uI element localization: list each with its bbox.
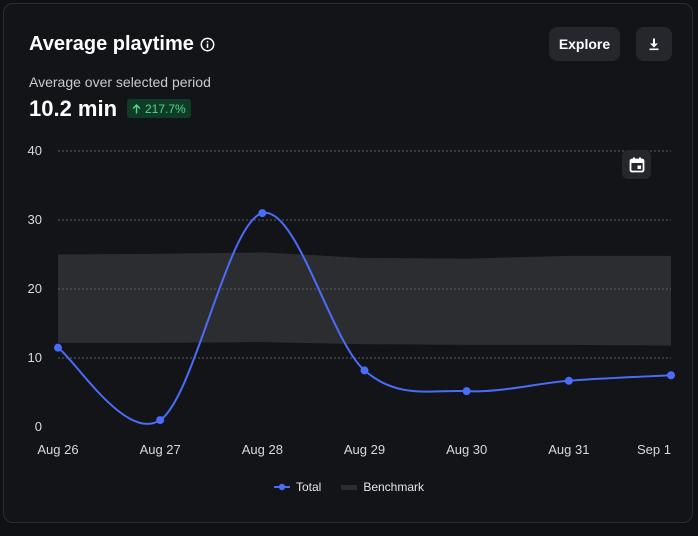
- legend-item-benchmark[interactable]: Benchmark: [341, 480, 424, 494]
- data-point-total: [156, 416, 165, 425]
- download-icon: [649, 38, 659, 51]
- y-tick-label: 30: [28, 212, 42, 227]
- calendar-button[interactable]: [622, 150, 651, 179]
- legend-label-total: Total: [295, 480, 322, 494]
- y-tick-label: 40: [28, 143, 42, 158]
- data-point-total: [258, 209, 267, 218]
- legend-label-benchmark: Benchmark: [363, 480, 425, 494]
- x-tick-label: Aug 30: [446, 442, 487, 457]
- data-point-total: [667, 371, 675, 380]
- x-tick-label: Aug 29: [344, 442, 385, 457]
- y-tick-label: 10: [28, 350, 42, 365]
- x-tick-label: Aug 31: [548, 442, 589, 457]
- legend-swatch-benchmark: [341, 485, 358, 490]
- benchmark-band: [58, 252, 671, 346]
- arrow-up-icon: [132, 103, 141, 113]
- summary-value: 10.2 min: [29, 96, 118, 121]
- download-button[interactable]: [636, 27, 672, 61]
- chart-legend: Total Benchmark: [0, 480, 698, 494]
- x-tick-label: Aug 28: [242, 442, 283, 457]
- explore-button[interactable]: Explore: [549, 27, 620, 61]
- info-icon[interactable]: [200, 37, 215, 52]
- x-tick-label: Sep 1: [637, 442, 671, 457]
- legend-item-total[interactable]: Total: [273, 480, 322, 494]
- calendar-icon: [629, 157, 644, 172]
- x-tick-label: Aug 27: [140, 442, 181, 457]
- y-tick-label: 20: [28, 281, 42, 296]
- x-tick-label: Aug 26: [37, 442, 78, 457]
- summary-subtitle: Average over selected period: [29, 74, 211, 90]
- y-tick-label: 0: [35, 419, 42, 434]
- data-point-total: [360, 366, 369, 375]
- delta-badge: 217.7%: [127, 99, 191, 118]
- data-point-total: [54, 343, 62, 352]
- card-title: Average playtime: [29, 33, 194, 55]
- data-point-total: [564, 376, 573, 385]
- data-point-total: [462, 387, 471, 396]
- delta-value: 217.7%: [145, 101, 186, 116]
- legend-swatch-total: [273, 483, 290, 491]
